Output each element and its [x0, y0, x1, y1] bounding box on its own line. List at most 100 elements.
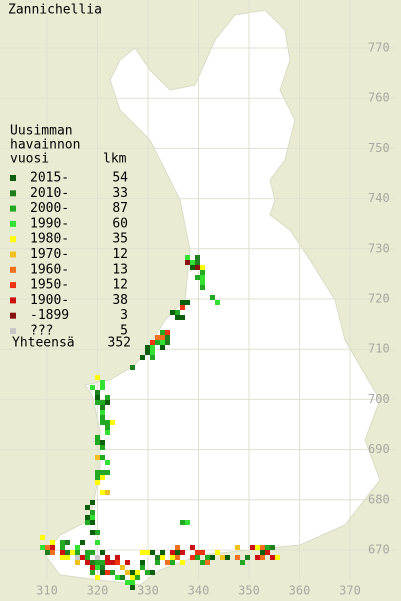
occurrence-square — [175, 550, 180, 555]
legend-swatch — [10, 251, 16, 258]
occurrence-square — [105, 420, 110, 425]
occurrence-square — [160, 345, 165, 350]
occurrence-square — [185, 300, 190, 305]
occurrence-square — [200, 275, 205, 280]
x-tick-label: 340 — [188, 584, 210, 598]
occurrence-square — [195, 255, 200, 260]
occurrence-square — [180, 300, 185, 305]
occurrence-square — [90, 385, 95, 390]
occurrence-square — [265, 550, 270, 555]
occurrence-square — [95, 455, 100, 460]
legend-count-header: lkm — [103, 152, 127, 167]
occurrence-square — [90, 570, 95, 575]
occurrence-square — [100, 445, 105, 450]
occurrence-square — [90, 500, 95, 505]
occurrence-square — [165, 330, 170, 335]
occurrence-square — [95, 530, 100, 535]
occurrence-square — [195, 275, 200, 280]
legend-swatch — [10, 297, 16, 304]
occurrence-square — [100, 400, 105, 405]
legend-swatch — [10, 266, 16, 273]
occurrence-square — [95, 440, 100, 445]
occurrence-square — [60, 545, 65, 550]
occurrence-square — [85, 560, 90, 565]
occurrence-square — [155, 560, 160, 565]
occurrence-square — [105, 560, 110, 565]
occurrence-square — [195, 550, 200, 555]
occurrence-squares — [40, 255, 280, 590]
occurrence-square — [75, 545, 80, 550]
occurrence-square — [150, 340, 155, 345]
y-tick-label: 690 — [368, 442, 390, 456]
legend-swatch — [10, 312, 16, 319]
x-tick-label: 360 — [289, 584, 311, 598]
y-tick-label: 700 — [368, 392, 390, 406]
occurrence-square — [100, 560, 105, 565]
occurrence-square — [100, 570, 105, 575]
occurrence-square — [60, 540, 65, 545]
occurrence-square — [145, 550, 150, 555]
occurrence-square — [155, 555, 160, 560]
occurrence-square — [255, 545, 260, 550]
occurrence-square — [50, 545, 55, 550]
occurrence-square — [240, 560, 245, 565]
occurrence-square — [205, 555, 210, 560]
occurrence-square — [160, 550, 165, 555]
occurrence-square — [95, 575, 100, 580]
occurrence-square — [165, 340, 170, 345]
occurrence-square — [210, 555, 215, 560]
legend-header: Uusimman — [10, 124, 73, 139]
legend-label: 1990- — [30, 216, 69, 231]
occurrence-square — [100, 470, 105, 475]
legend-count: 54 — [112, 171, 128, 186]
occurrence-square — [105, 400, 110, 405]
occurrence-square — [100, 405, 105, 410]
occurrence-square — [190, 265, 195, 270]
occurrence-square — [100, 385, 105, 390]
legend-swatch — [10, 328, 16, 334]
occurrence-square — [260, 545, 265, 550]
occurrence-square — [90, 515, 95, 520]
occurrence-square — [90, 520, 95, 525]
occurrence-square — [130, 575, 135, 580]
occurrence-square — [115, 560, 120, 565]
occurrence-square — [175, 315, 180, 320]
occurrence-square — [195, 555, 200, 560]
occurrence-square — [235, 555, 240, 560]
occurrence-square — [100, 490, 105, 495]
occurrence-square — [90, 510, 95, 515]
legend-label: 2010- — [30, 186, 69, 201]
y-tick-label: 730 — [368, 241, 390, 255]
occurrence-square — [95, 375, 100, 380]
occurrence-square — [155, 335, 160, 340]
occurrence-square — [95, 435, 100, 440]
occurrence-square — [125, 560, 130, 565]
occurrence-square — [90, 560, 95, 565]
legend-label: 1950- — [30, 278, 69, 293]
x-tick-label: 320 — [87, 584, 109, 598]
occurrence-square — [180, 520, 185, 525]
legend-count: 12 — [112, 278, 128, 293]
occurrence-square — [130, 585, 135, 590]
y-tick-label: 740 — [368, 191, 390, 205]
occurrence-square — [110, 560, 115, 565]
occurrence-square — [175, 555, 180, 560]
y-tick-label: 760 — [368, 91, 390, 105]
occurrence-square — [200, 550, 205, 555]
occurrence-square — [65, 555, 70, 560]
occurrence-square — [85, 550, 90, 555]
y-tick-label: 750 — [368, 141, 390, 155]
x-tick-label: 370 — [339, 584, 361, 598]
legend-swatch — [10, 205, 16, 212]
occurrence-square — [100, 410, 105, 415]
occurrence-square — [45, 550, 50, 555]
occurrence-square — [200, 560, 205, 565]
title: Zannichellia — [8, 3, 102, 18]
occurrence-square — [150, 355, 155, 360]
legend-count: 87 — [112, 201, 128, 216]
occurrence-square — [225, 555, 230, 560]
occurrence-square — [180, 550, 185, 555]
occurrence-square — [105, 490, 110, 495]
occurrence-square — [165, 560, 170, 565]
